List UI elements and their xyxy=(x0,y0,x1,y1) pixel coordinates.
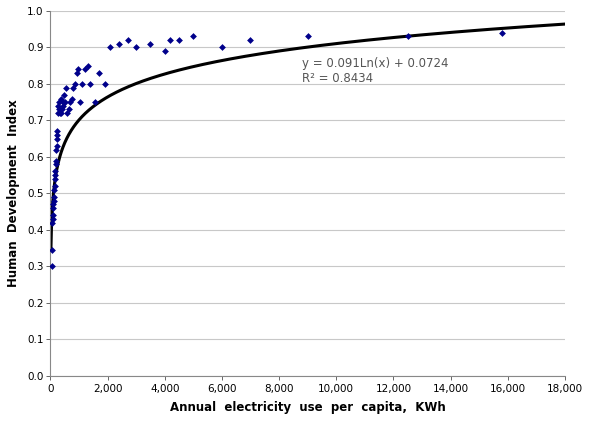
Point xyxy=(189,33,198,40)
Point xyxy=(68,84,78,91)
Point xyxy=(54,106,64,113)
Point xyxy=(48,205,58,211)
Point xyxy=(303,33,312,40)
Point xyxy=(51,172,60,179)
Point xyxy=(65,99,75,106)
Point xyxy=(114,40,124,47)
Point xyxy=(74,66,83,73)
Point xyxy=(52,135,61,142)
Point xyxy=(48,216,57,222)
Point xyxy=(72,69,81,76)
Point xyxy=(60,91,69,98)
Point xyxy=(166,37,175,43)
Point xyxy=(132,44,141,51)
Point xyxy=(50,187,59,193)
Point xyxy=(83,62,92,69)
Point xyxy=(123,37,132,43)
Point xyxy=(94,69,104,76)
Point xyxy=(57,106,67,113)
Point xyxy=(51,168,60,175)
Point xyxy=(49,197,58,204)
Point xyxy=(86,80,95,87)
Point xyxy=(403,33,412,40)
Point xyxy=(67,95,77,102)
Point xyxy=(50,183,60,189)
X-axis label: Annual  electricity  use  per  capita,  KWh: Annual electricity use per capita, KWh xyxy=(170,401,445,414)
Point xyxy=(48,212,58,218)
Point xyxy=(55,99,64,106)
Point xyxy=(47,247,57,253)
Point xyxy=(61,84,71,91)
Point xyxy=(160,48,169,54)
Point xyxy=(80,66,89,73)
Point xyxy=(64,106,74,113)
Point xyxy=(217,44,227,51)
Point xyxy=(174,37,183,43)
Point xyxy=(90,99,99,106)
Point xyxy=(63,110,72,117)
Y-axis label: Human  Development  Index: Human Development Index xyxy=(7,99,20,287)
Point xyxy=(78,80,87,87)
Point xyxy=(51,146,61,153)
Point xyxy=(50,194,59,200)
Point xyxy=(51,157,61,164)
Point xyxy=(100,80,109,87)
Text: y = 0.091Ln(x) + 0.0724
R² = 0.8434: y = 0.091Ln(x) + 0.0724 R² = 0.8434 xyxy=(302,56,448,85)
Point xyxy=(52,143,61,149)
Point xyxy=(61,99,70,106)
Point xyxy=(57,110,66,117)
Point xyxy=(59,102,68,109)
Point xyxy=(53,128,62,135)
Point xyxy=(54,102,63,109)
Point xyxy=(47,263,57,270)
Point xyxy=(246,37,255,43)
Point xyxy=(53,132,62,139)
Point xyxy=(53,110,63,117)
Point xyxy=(106,44,115,51)
Point xyxy=(48,219,57,226)
Point xyxy=(56,95,65,102)
Point xyxy=(146,40,155,47)
Point xyxy=(50,176,60,182)
Point xyxy=(51,161,61,168)
Point xyxy=(55,110,65,117)
Point xyxy=(70,80,80,87)
Point xyxy=(497,29,507,36)
Point xyxy=(49,201,58,208)
Point xyxy=(76,99,85,106)
Point xyxy=(58,99,67,106)
